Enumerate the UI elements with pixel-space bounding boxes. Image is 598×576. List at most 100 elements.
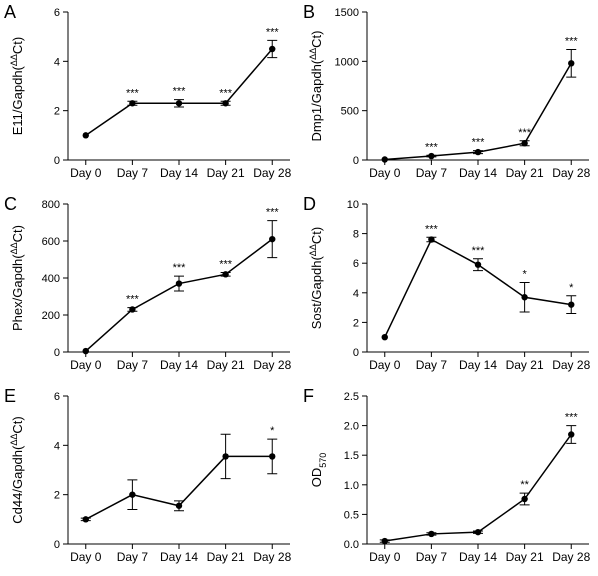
svg-text:4: 4: [54, 440, 60, 452]
svg-text:Day 7: Day 7: [117, 550, 149, 564]
svg-text:Day 28: Day 28: [552, 166, 590, 180]
y-axis-label: Dmp1/Gapdh(ΔΔCt): [308, 30, 324, 141]
svg-text:Day 14: Day 14: [160, 550, 198, 564]
svg-text:Day 0: Day 0: [70, 358, 102, 372]
svg-text:***: ***: [565, 35, 579, 47]
svg-text:800: 800: [42, 199, 60, 211]
svg-text:Day 7: Day 7: [117, 358, 149, 372]
panel-c: C 0 200 400 600 800 Day 0 Day 7 Day 14 Day 21 Day …: [0, 192, 299, 384]
svg-text:1.5: 1.5: [344, 450, 359, 462]
svg-text:6: 6: [54, 7, 60, 19]
svg-text:Day 14: Day 14: [459, 358, 497, 372]
svg-text:Day 21: Day 21: [207, 550, 245, 564]
svg-text:Day 21: Day 21: [207, 358, 245, 372]
svg-text:*: *: [569, 282, 574, 294]
y-axis-label: E11/Gapdh(ΔΔCt): [9, 37, 25, 136]
svg-text:0: 0: [54, 347, 60, 359]
svg-text:*: *: [270, 425, 275, 437]
svg-text:2.5: 2.5: [344, 391, 359, 403]
svg-text:1000: 1000: [335, 56, 359, 68]
svg-text:Day 21: Day 21: [506, 358, 544, 372]
svg-text:6: 6: [54, 391, 60, 403]
svg-text:Day 7: Day 7: [416, 550, 448, 564]
panel-letter: C: [4, 194, 17, 215]
svg-text:Day 0: Day 0: [70, 166, 102, 180]
svg-text:2: 2: [54, 490, 60, 502]
svg-text:200: 200: [42, 310, 60, 322]
panel-letter: E: [4, 386, 16, 407]
svg-text:600: 600: [42, 236, 60, 248]
svg-text:Day 28: Day 28: [253, 166, 291, 180]
svg-text:Day 14: Day 14: [459, 166, 497, 180]
svg-text:0: 0: [54, 155, 60, 167]
svg-text:Day 0: Day 0: [70, 550, 102, 564]
y-axis-label: Cd44/Gapdh(ΔΔCt): [9, 416, 25, 523]
svg-text:Day 28: Day 28: [552, 358, 590, 372]
y-axis-label: OD570: [309, 453, 328, 488]
panel-d: D 0 2 4 6 8 10 Day 0 Day 7 Day 14 Day 21 Day 28 Sost…: [299, 192, 598, 384]
svg-text:Day 14: Day 14: [160, 166, 198, 180]
svg-text:***: ***: [565, 412, 579, 424]
svg-text:Day 21: Day 21: [207, 166, 245, 180]
svg-text:Day 14: Day 14: [459, 550, 497, 564]
svg-text:***: ***: [126, 294, 140, 306]
svg-text:***: ***: [425, 223, 439, 235]
svg-text:***: ***: [518, 127, 532, 139]
chart: 0 200 400 600 800 Day 0 Day 7 Day 14 Day 21 Day 2…: [0, 192, 299, 384]
svg-text:**: **: [520, 479, 529, 491]
svg-text:500: 500: [341, 106, 359, 118]
svg-text:***: ***: [472, 245, 486, 257]
chart: 0 2 4 6 Day 0 Day 7 Day 14 Day 21 Day 28 E11/Gapd…: [0, 0, 299, 192]
svg-text:0: 0: [353, 347, 359, 359]
svg-text:8: 8: [353, 229, 359, 241]
svg-text:4: 4: [353, 288, 359, 300]
panel-letter: B: [303, 2, 315, 23]
svg-text:***: ***: [425, 141, 439, 153]
panel-a: A 0 2 4 6 Day 0 Day 7 Day 14 Day 21 Day 28 E11/Gap…: [0, 0, 299, 192]
svg-text:10: 10: [347, 199, 359, 211]
svg-text:Day 7: Day 7: [416, 358, 448, 372]
svg-text:***: ***: [266, 207, 280, 219]
svg-text:4: 4: [54, 56, 60, 68]
svg-text:1.0: 1.0: [344, 480, 359, 492]
svg-text:2: 2: [353, 317, 359, 329]
panel-b: B050010001500Day 0Day 7Day 14Day 21Day 2…: [299, 0, 598, 192]
svg-text:***: ***: [472, 137, 486, 149]
svg-text:0.0: 0.0: [344, 539, 359, 551]
panel-f: F 0.0 0.5 1.0 1.5 2.0 2.5 Day 0 Day 7 Day 14 Day 2…: [299, 384, 598, 576]
panel-letter: A: [4, 2, 16, 23]
svg-text:Day 0: Day 0: [369, 358, 401, 372]
svg-text:2: 2: [54, 106, 60, 118]
svg-text:Day 7: Day 7: [117, 166, 149, 180]
svg-text:Day 0: Day 0: [369, 550, 401, 564]
svg-text:400: 400: [42, 273, 60, 285]
chart: 0.0 0.5 1.0 1.5 2.0 2.5 Day 0 Day 7 Day 14 Day 21…: [299, 384, 598, 576]
svg-text:Day 7: Day 7: [416, 166, 448, 180]
panel-letter: D: [303, 194, 316, 215]
svg-text:***: ***: [266, 26, 280, 38]
svg-text:Day 28: Day 28: [552, 550, 590, 564]
chart: 050010001500Day 0Day 7Day 14Day 21Day 28…: [299, 0, 598, 192]
svg-text:2.0: 2.0: [344, 421, 359, 433]
panel-e: E 0 2 4 6 Day 0 Day 7 Day 14 Day 21 Day 28 Cd44/Ga…: [0, 384, 299, 576]
svg-text:***: ***: [126, 87, 140, 99]
y-axis-label: Sost/Gapdh(ΔΔCt): [308, 227, 324, 329]
svg-text:***: ***: [173, 86, 187, 98]
svg-text:***: ***: [173, 262, 187, 274]
svg-text:Day 21: Day 21: [506, 550, 544, 564]
panel-letter: F: [303, 386, 314, 407]
svg-text:*: *: [522, 268, 527, 280]
svg-text:Day 28: Day 28: [253, 358, 291, 372]
svg-text:***: ***: [219, 87, 233, 99]
chart: 0 2 4 6 8 10 Day 0 Day 7 Day 14 Day 21 Day 28 Sost/…: [299, 192, 598, 384]
svg-text:1500: 1500: [335, 7, 359, 19]
svg-text:6: 6: [353, 258, 359, 270]
svg-text:0.5: 0.5: [344, 509, 359, 521]
svg-text:Day 21: Day 21: [506, 166, 544, 180]
svg-text:Day 28: Day 28: [253, 550, 291, 564]
chart: 0 2 4 6 Day 0 Day 7 Day 14 Day 21 Day 28 Cd44/Gap…: [0, 384, 299, 576]
svg-text:Day 14: Day 14: [160, 358, 198, 372]
svg-text:0: 0: [353, 155, 359, 167]
y-axis-label: Phex/Gapdh(ΔΔCt): [9, 225, 25, 331]
svg-text:0: 0: [54, 539, 60, 551]
